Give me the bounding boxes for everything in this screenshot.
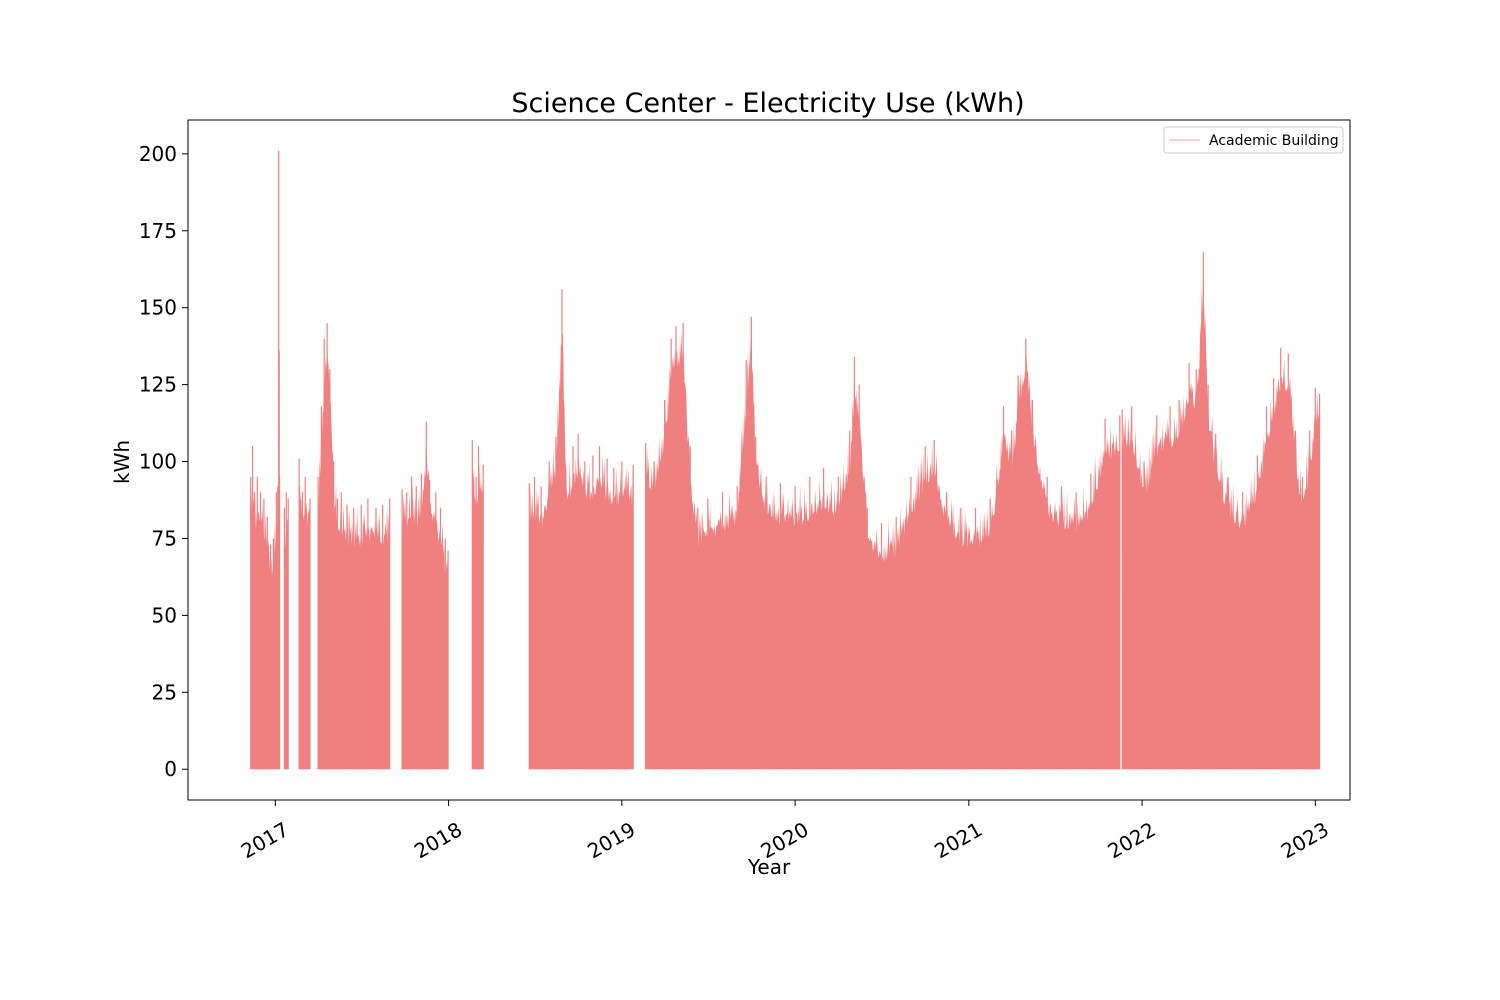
x-tick-label: 2019 [583, 817, 639, 863]
y-tick-label: 125 [139, 373, 177, 397]
x-tick-label: 2022 [1104, 817, 1160, 863]
chart-title: Science Center - Electricity Use (kWh) [511, 88, 1024, 119]
legend-box [1163, 126, 1344, 154]
x-tick-label: 2017 [237, 817, 293, 863]
y-tick-label: 200 [139, 142, 177, 166]
plot-frame [187, 119, 1351, 801]
legend-entry: Academic Building [1209, 133, 1339, 149]
x-tick-label: 2021 [930, 817, 986, 863]
y-tick-label: 25 [152, 680, 177, 704]
y-tick-label: 50 [152, 603, 177, 627]
area-segment-1 [250, 349, 280, 770]
y-tick-label: 150 [139, 296, 177, 320]
area-layer [250, 150, 1321, 770]
x-axis-label: Year [747, 855, 791, 879]
legend: Academic Building [1163, 126, 1344, 154]
y-axis-label: kWh [110, 440, 134, 484]
x-axis: 2017 2018 2019 2020 2021 2022 2023 [237, 800, 1333, 863]
area-segment-7 [529, 333, 634, 770]
y-tick-label: 0 [164, 757, 177, 781]
y-tick-label: 175 [139, 219, 177, 243]
area-segment-8 [645, 329, 1121, 770]
area-segment-9 [1122, 262, 1320, 770]
y-tick-label: 100 [139, 450, 177, 474]
x-tick-label: 2023 [1277, 817, 1333, 863]
y-tick-label: 75 [152, 526, 177, 550]
y-axis: 0 25 50 75 100 125 150 175 200 [139, 142, 188, 781]
area-segment-5 [402, 435, 449, 770]
x-tick-label: 2018 [410, 817, 466, 863]
